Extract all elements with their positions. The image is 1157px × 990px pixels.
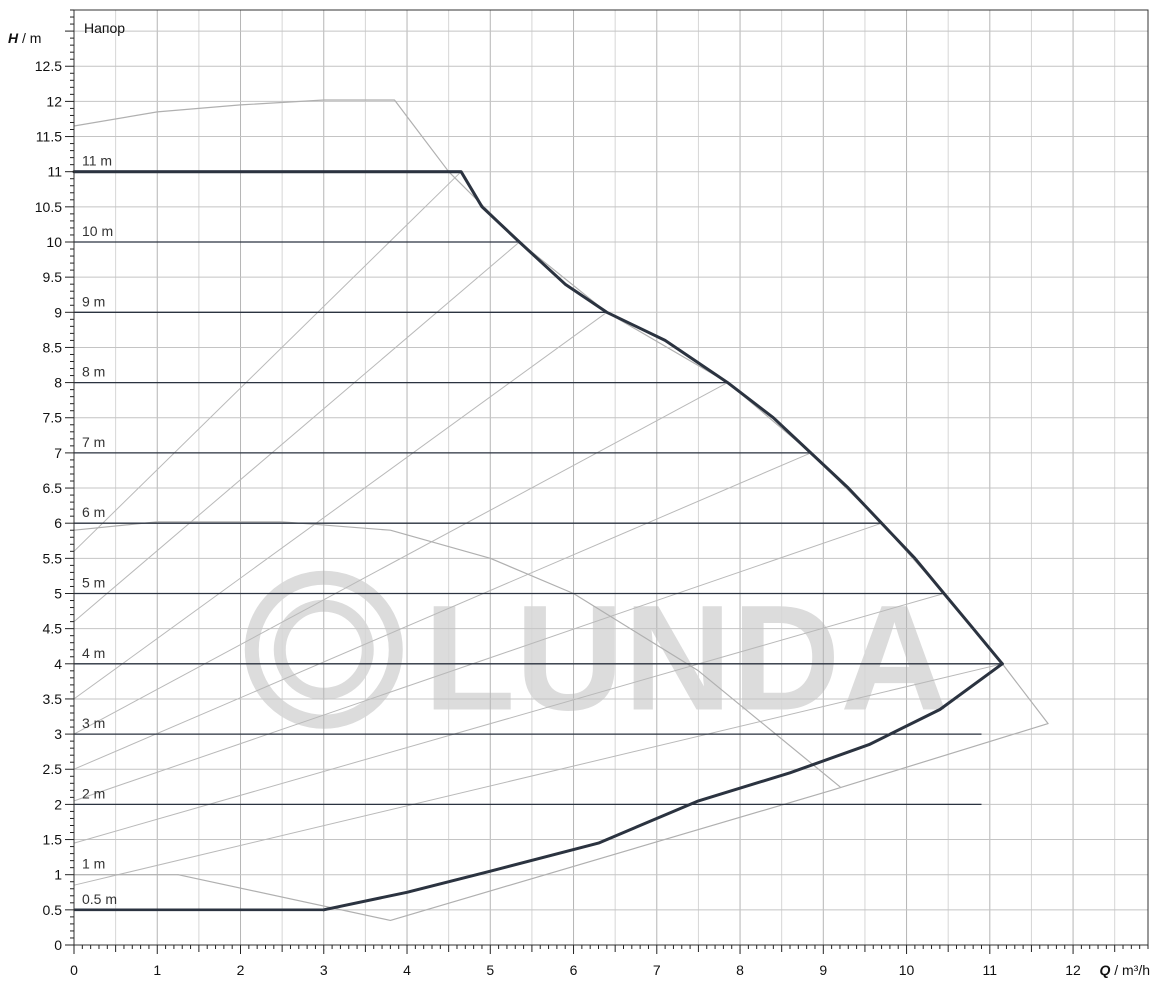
system-curve-line <box>73 663 1003 886</box>
min-head-curve <box>322 662 1004 912</box>
efficiency-boundaries <box>73 99 1049 922</box>
head-curve-label: 9 m <box>82 293 105 309</box>
max-efficiency-boundary <box>73 99 1049 922</box>
x-tick-label: 2 <box>237 962 245 978</box>
y-tick-label: 10 <box>46 234 62 250</box>
min-efficiency-boundary <box>73 521 841 788</box>
head-curve-label: 8 m <box>82 364 105 380</box>
y-tick-label: 8 <box>54 375 62 391</box>
y-tick-label: 11.5 <box>36 129 62 145</box>
x-tick-label: 5 <box>486 962 494 978</box>
y-tick-label: 1 <box>54 867 62 883</box>
system-curve-line <box>73 452 812 770</box>
y-tick-label: 6 <box>54 515 62 531</box>
head-curve-label: 5 m <box>82 574 105 590</box>
x-tick-label: 11 <box>983 962 998 978</box>
x-tick-label: 12 <box>1065 962 1081 978</box>
head-curve-label: 10 m <box>82 223 113 239</box>
y-tick-label: 10.5 <box>35 199 62 215</box>
y-tick-label: 2 <box>54 796 62 812</box>
head-curve-label: 4 m <box>82 645 105 661</box>
max-head-curve <box>72 170 1004 666</box>
y-tick-label: 2.5 <box>43 761 63 777</box>
head-curve-label: 6 m <box>82 504 105 520</box>
system-curve-line <box>73 171 462 552</box>
y-tick-label: 1.5 <box>43 832 63 848</box>
system-curve-line <box>73 241 520 623</box>
y-axis-title: H / m <box>8 30 41 46</box>
head-curve-label: 0.5 m <box>82 891 117 907</box>
axes <box>65 9 1149 954</box>
x-tick-label: 6 <box>570 962 578 978</box>
y-tick-label: 3.5 <box>43 691 63 707</box>
y-tick-label: 9.5 <box>43 269 63 285</box>
x-tick-label: 1 <box>153 962 161 978</box>
head-curve-label: 2 m <box>82 785 105 801</box>
system-curve-line <box>73 593 945 844</box>
head-curve-label: 3 m <box>82 715 105 731</box>
y-tick-label: 12.5 <box>35 58 62 74</box>
plot-frame <box>73 9 1149 946</box>
y-tick-label: 5.5 <box>43 550 63 566</box>
y-tick-label: 8.5 <box>43 339 63 355</box>
x-tick-label: 4 <box>403 962 411 978</box>
y-tick-label: 12 <box>46 93 62 109</box>
y-tick-label: 9 <box>54 304 62 320</box>
y-tick-label: 4.5 <box>43 621 63 637</box>
x-tick-label: 9 <box>819 962 827 978</box>
system-curve-line <box>73 311 608 700</box>
head-curve-label: 11 m <box>82 153 112 169</box>
y-tick-label: 3 <box>54 726 62 742</box>
x-tick-label: 0 <box>70 962 78 978</box>
head-curve-label: 7 m <box>82 434 105 450</box>
x-tick-label: 8 <box>736 962 744 978</box>
y-tick-label: 11 <box>47 164 62 180</box>
labels: 0.5 m 1 m 2 m 3 m 4 m 5 m 6 m 7 m 8 m 9 m 10 m 11 m… <box>8 20 1150 978</box>
x-tick-label: 7 <box>653 962 661 978</box>
y-tick-label: 6.5 <box>43 480 63 496</box>
y-tick-label: 0 <box>54 937 62 953</box>
y-tick-label: 7 <box>54 445 62 461</box>
y-tick-label: 0.5 <box>43 902 63 918</box>
x-tick-label: 3 <box>320 962 328 978</box>
head-curves <box>72 170 1004 912</box>
chart-title: Напор <box>84 20 125 36</box>
system-curve-line <box>73 382 729 735</box>
x-axis-title: Q / m³/h <box>1099 962 1150 978</box>
y-tick-label: 4 <box>54 656 62 672</box>
watermark-text: LUNDA <box>424 573 949 741</box>
x-tick-label: 10 <box>899 962 915 978</box>
system-curve-line <box>73 522 883 802</box>
y-tick-label: 5 <box>54 585 62 601</box>
watermark: LUNDA <box>244 570 949 741</box>
y-tick-label: 7.5 <box>43 410 63 426</box>
head-curve-label: 1 m <box>82 856 105 872</box>
